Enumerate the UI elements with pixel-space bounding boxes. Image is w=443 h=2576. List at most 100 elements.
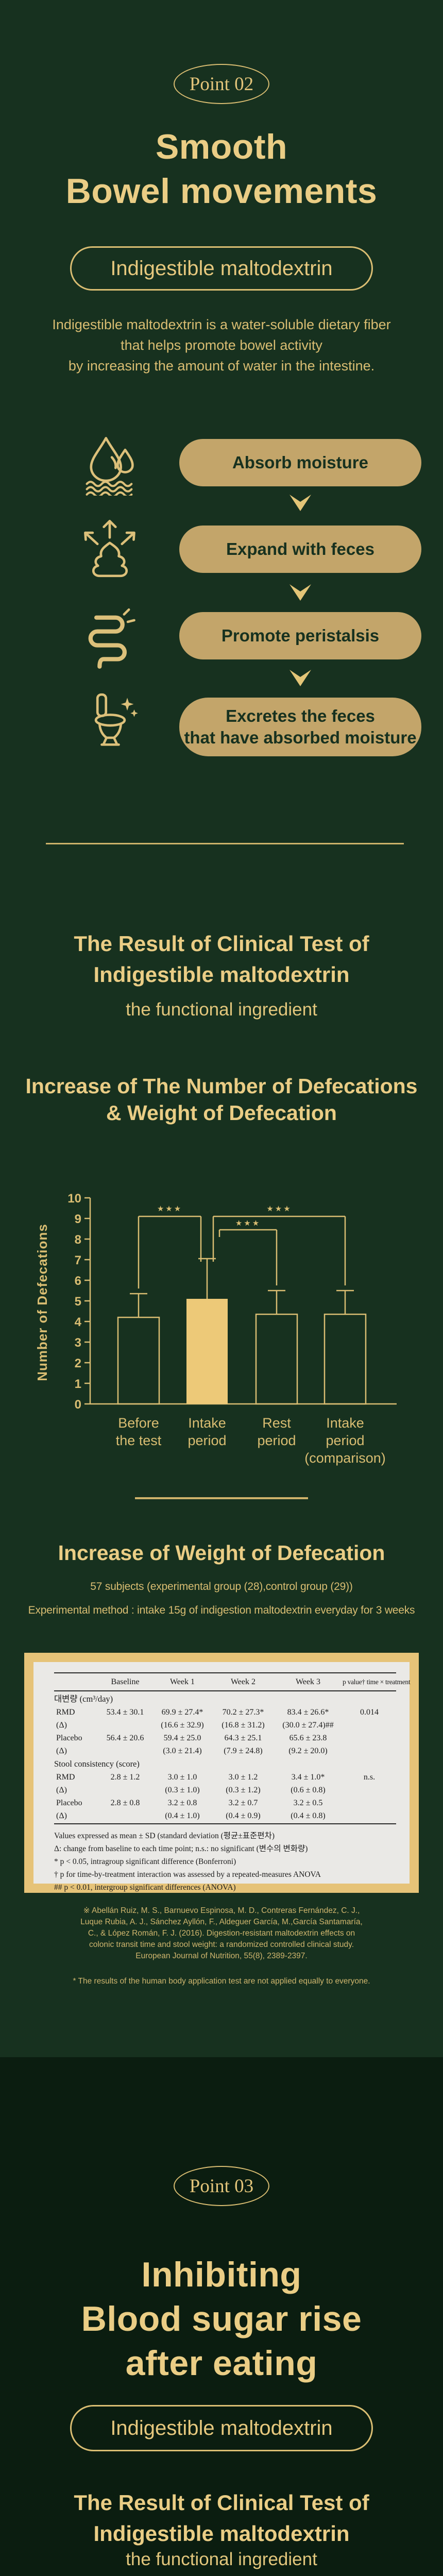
- table-section-row: Stool consistency (score): [54, 1759, 140, 1769]
- table-cell: 69.9 ± 27.4*: [161, 1708, 203, 1717]
- table-cell: RMD: [56, 1708, 75, 1717]
- table-cell: 3.2 ± 0.8: [167, 1799, 197, 1807]
- table-cell: 3.0 ± 1.2: [228, 1773, 258, 1782]
- category-label: Intake: [326, 1415, 364, 1431]
- y-tick-label: 0: [75, 1398, 81, 1412]
- clinical-test-title-2: The Result of Clinical Test of Indigesti…: [74, 2490, 369, 2546]
- flow-step-4-label: Excretes the feces that have absorbed mo…: [184, 706, 417, 747]
- table-cell: Placebo: [56, 1734, 82, 1742]
- flow-step-1-label: Absorb moisture: [232, 453, 369, 472]
- table-header-cell: Week 1: [169, 1677, 195, 1686]
- table-cell: 83.4 ± 26.6*: [287, 1708, 329, 1717]
- y-tick-label: 10: [67, 1192, 81, 1206]
- table-section-row: 대변량 (cm³/day): [54, 1694, 113, 1704]
- table-rule: [54, 1672, 396, 1673]
- reference-citation: ※ Abellán Ruiz, M. S., Barnuevo Espinosa…: [80, 1906, 363, 1960]
- table-cell: [98, 1809, 152, 1822]
- table-rule: [54, 1690, 396, 1691]
- table-cell: (0.4 ± 1.0): [165, 1811, 200, 1820]
- table-cell: (Δ): [56, 1786, 67, 1794]
- table-cell: (Δ): [56, 1721, 67, 1730]
- table-row: Placebo 2.8 ± 0.8 3.2 ± 0.8 3.2 ± 0.7 3.2 ± …: [54, 1797, 396, 1809]
- table-cell: (0.3 ± 1.2): [226, 1786, 261, 1794]
- category-label: (comparison): [304, 1450, 386, 1466]
- table-cell: 3.2 ± 0.5: [293, 1799, 323, 1807]
- table-footnote: † p for time-by-treatment interaction wa…: [54, 1870, 321, 1879]
- table-header-cell: Week 2: [230, 1677, 256, 1686]
- category-label: period: [326, 1433, 364, 1448]
- significance-stars: ★★★: [235, 1219, 261, 1228]
- table-cell: 64.3 ± 25.1: [224, 1734, 262, 1742]
- table-cell: (0.4 ± 0.8): [291, 1811, 326, 1820]
- bar: [323, 1313, 367, 1405]
- table-cell: Placebo: [56, 1799, 82, 1807]
- point02-title: Smooth Bowel movements: [65, 127, 378, 211]
- ingredient-pill-label: Indigestible maltodextrin: [110, 257, 333, 280]
- table-cell: 53.4 ± 30.1: [106, 1708, 144, 1717]
- bar: [117, 1316, 160, 1405]
- chart-title: Increase of The Number of Defecations & …: [25, 1074, 418, 1125]
- toilet-icon: [78, 691, 142, 755]
- table-row: (Δ) (3.0 ± 21.4) (7.9 ± 24.8) (9.2 ± 20.0): [54, 1744, 396, 1757]
- table-cell: (9.2 ± 20.0): [288, 1747, 328, 1755]
- flow-step-3-button: Promote peristalsis: [179, 612, 421, 659]
- water-drops-icon: [78, 432, 142, 498]
- y-tick-label: 7: [75, 1253, 81, 1267]
- category-label: the test: [116, 1433, 162, 1448]
- table-rule: [54, 1823, 396, 1824]
- bar: [255, 1313, 298, 1405]
- table-cell: [343, 1797, 396, 1809]
- table-cell: (16.8 ± 31.2): [222, 1721, 265, 1730]
- clinical-test-subtitle: the functional ingredient: [126, 999, 317, 1020]
- table-footnotes: Values expressed as mean ± SD (standard …: [54, 1829, 396, 1894]
- intestine-icon: [78, 606, 142, 670]
- table-cell: 3.4 ± 1.0*: [291, 1773, 325, 1782]
- table-cell: (0.4 ± 0.9): [226, 1811, 261, 1820]
- table-cell: 59.4 ± 25.0: [163, 1734, 201, 1742]
- y-tick-label: 4: [75, 1315, 82, 1329]
- table-footnote: ## p < 0.01, intergroup significant diff…: [54, 1883, 236, 1892]
- table-cell: (0.3 ± 1.0): [165, 1786, 200, 1794]
- chevron-down-icon: [288, 669, 312, 687]
- category-label: Rest: [262, 1415, 291, 1431]
- clinical-test-title: The Result of Clinical Test of Indigesti…: [74, 931, 369, 987]
- flow-step-1-button: Absorb moisture: [179, 439, 421, 486]
- table-header-cell: Week 3: [295, 1677, 321, 1686]
- table-cell: [98, 1784, 152, 1797]
- table-cell: RMD: [56, 1773, 75, 1782]
- flow-step-2-button: Expand with feces: [179, 526, 421, 573]
- y-tick-label: 2: [75, 1357, 81, 1370]
- table-cell: [343, 1719, 396, 1732]
- disclaimer-note: * The results of the human body applicat…: [73, 1977, 370, 1986]
- table-row: RMD 53.4 ± 30.1 69.9 ± 27.4* 70.2 ± 27.3* 83…: [54, 1706, 396, 1719]
- table-cell: 3.2 ± 0.7: [228, 1799, 258, 1807]
- method-line: Experimental method : intake 15g of indi…: [28, 1604, 415, 1616]
- table-row: Placebo 56.4 ± 20.6 59.4 ± 25.0 64.3 ± 25.1…: [54, 1732, 396, 1744]
- point03-title: Inhibiting Blood sugar rise after eating: [81, 2255, 362, 2383]
- y-tick-label: 6: [75, 1274, 81, 1288]
- table-cell: [343, 1732, 396, 1744]
- poop-expand-icon: [78, 515, 142, 579]
- table-cell: [343, 1809, 396, 1822]
- table-header-row: Baseline Week 1 Week 2 Week 3 p value† time …: [54, 1674, 410, 1689]
- y-tick-label: 3: [75, 1336, 81, 1350]
- table-cell: (7.9 ± 24.8): [224, 1747, 263, 1755]
- clinical-test-subtitle-2: the functional ingredient: [126, 2549, 317, 2569]
- bar-chart-svg: 0 1 2 3 4 5 6 7 8 9 10 Number of Defecations ★★★ ★★★ ★…: [35, 1192, 397, 1466]
- y-tick-label: 1: [75, 1377, 81, 1391]
- chevron-down-icon: [288, 583, 312, 602]
- defecation-bar-chart: 0 1 2 3 4 5 6 7 8 9 10 Number of Defecations ★★★ ★★★ ★…: [33, 1163, 410, 1496]
- category-label: Intake: [188, 1415, 226, 1431]
- y-tick-label: 9: [75, 1212, 81, 1226]
- table-cell: [98, 1744, 152, 1757]
- section-divider: [46, 843, 404, 844]
- table-cell: 2.8 ± 1.2: [110, 1773, 140, 1782]
- table-cell: [343, 1784, 396, 1797]
- table-cell: 70.2 ± 27.3*: [222, 1708, 264, 1717]
- y-tick-label: 5: [75, 1295, 81, 1309]
- table-cell: (30.0 ± 27.4)##: [282, 1721, 334, 1730]
- table-cell: 65.6 ± 23.8: [289, 1734, 327, 1742]
- table-row: (Δ) (0.4 ± 1.0) (0.4 ± 0.9) (0.4 ± 0.8): [54, 1809, 396, 1822]
- table-cell: (16.6 ± 32.9): [161, 1721, 204, 1730]
